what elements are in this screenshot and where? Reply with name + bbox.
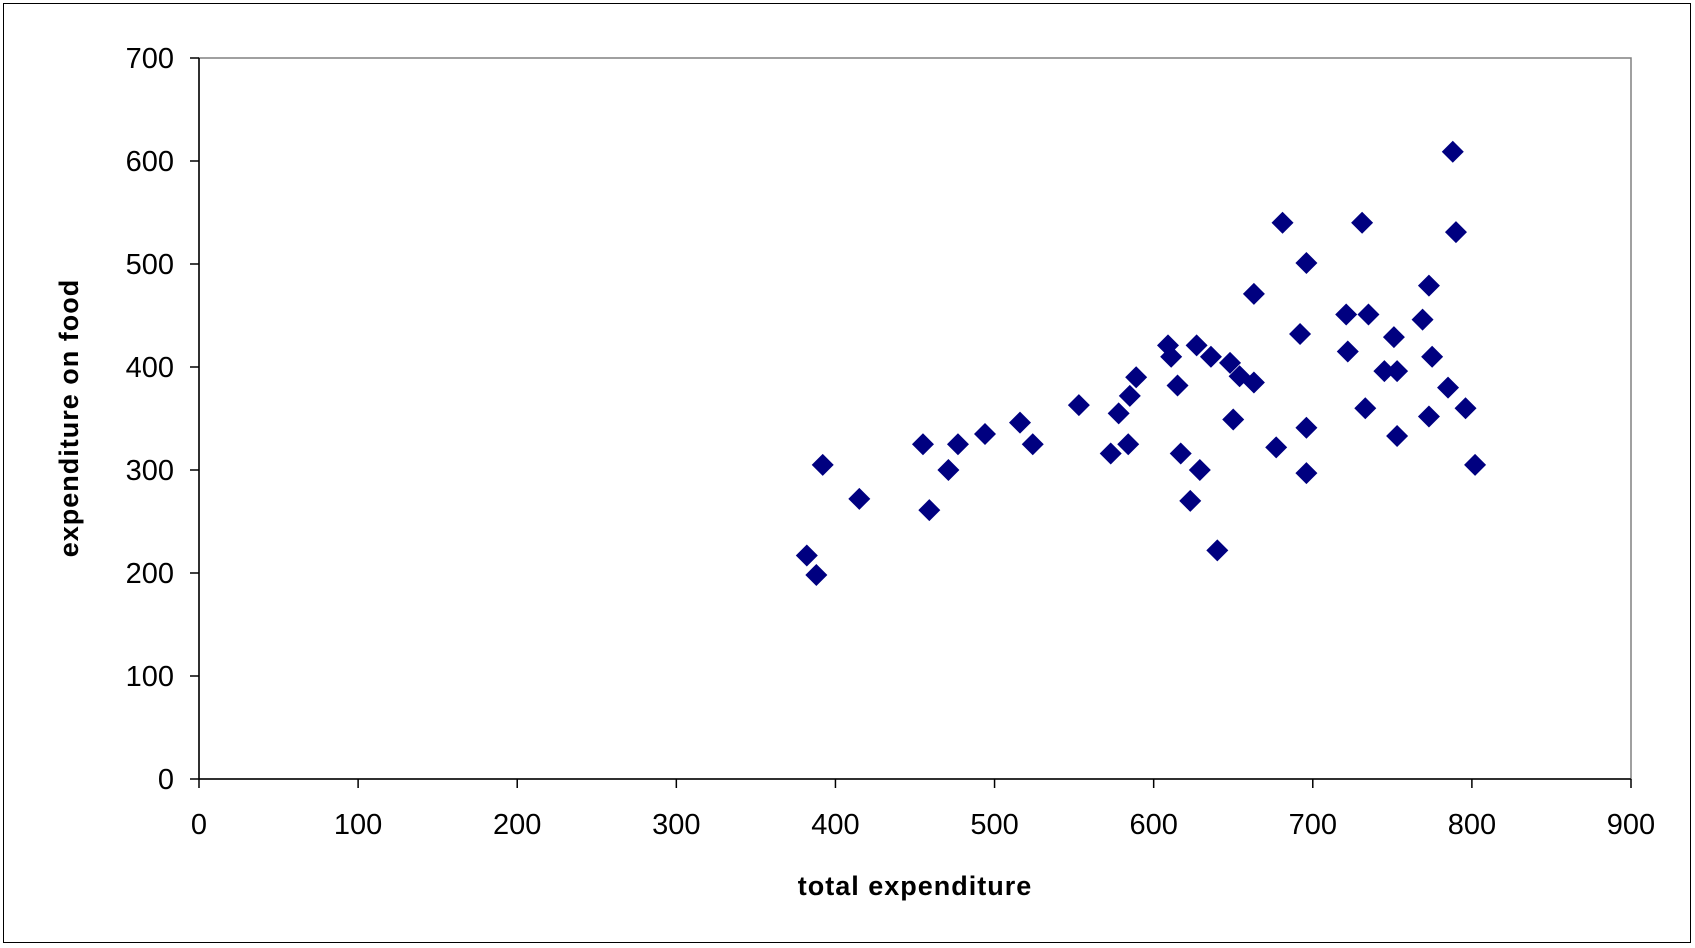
y-tick-label: 0 bbox=[158, 764, 174, 796]
data-point bbox=[1386, 425, 1409, 448]
x-tick-label: 0 bbox=[191, 809, 207, 841]
data-point bbox=[1295, 462, 1318, 485]
y-axis-ticks: 0 100 200 300 400 500 600 700 bbox=[126, 43, 199, 796]
data-point bbox=[946, 433, 969, 456]
data-point bbox=[1373, 360, 1396, 383]
x-tick-label: 900 bbox=[1607, 809, 1655, 841]
plot-area bbox=[198, 57, 1632, 780]
chart-frame bbox=[3, 3, 1691, 943]
data-point bbox=[1117, 433, 1140, 456]
x-tick-label: 100 bbox=[334, 809, 382, 841]
y-tick-label: 600 bbox=[126, 146, 174, 178]
data-point bbox=[1295, 416, 1318, 439]
data-point bbox=[805, 564, 828, 587]
y-tick-label: 700 bbox=[126, 43, 174, 75]
x-axis-title: total expenditure bbox=[798, 871, 1033, 901]
data-point bbox=[1354, 397, 1377, 420]
data-point bbox=[1295, 251, 1318, 274]
x-tick-label: 500 bbox=[970, 809, 1018, 841]
x-tick-label: 800 bbox=[1448, 809, 1496, 841]
data-point bbox=[1417, 405, 1440, 428]
data-point bbox=[1166, 374, 1189, 397]
data-point bbox=[1067, 394, 1090, 417]
y-tick-label: 300 bbox=[126, 455, 174, 487]
data-point bbox=[1160, 345, 1183, 368]
x-tick-label: 400 bbox=[811, 809, 859, 841]
x-axis-ticks: 0 100 200 300 400 500 600 700 800 900 bbox=[191, 779, 1655, 841]
data-point bbox=[1206, 539, 1229, 562]
data-point bbox=[1242, 282, 1265, 305]
data-point bbox=[1179, 489, 1202, 512]
data-point bbox=[1417, 274, 1440, 297]
data-point bbox=[1199, 345, 1222, 368]
data-point bbox=[1411, 308, 1434, 331]
data-point bbox=[1351, 211, 1374, 234]
y-axis-title: expenditure on food bbox=[54, 279, 84, 558]
data-point bbox=[1265, 436, 1288, 459]
data-point bbox=[1336, 340, 1359, 363]
data-point bbox=[1125, 366, 1148, 389]
data-point bbox=[911, 433, 934, 456]
data-point bbox=[1357, 303, 1380, 326]
data-point bbox=[1169, 442, 1192, 465]
y-tick-label: 100 bbox=[126, 661, 174, 693]
data-point bbox=[795, 544, 818, 567]
x-tick-label: 300 bbox=[652, 809, 700, 841]
data-point bbox=[1421, 345, 1444, 368]
y-tick-label: 500 bbox=[126, 249, 174, 281]
data-point bbox=[1188, 459, 1211, 481]
data-point bbox=[1118, 384, 1141, 407]
data-point bbox=[1271, 211, 1294, 234]
data-point bbox=[1289, 323, 1312, 346]
data-point bbox=[1185, 334, 1208, 357]
data-point bbox=[1009, 411, 1032, 434]
data-point bbox=[918, 499, 941, 522]
data-point bbox=[1444, 221, 1467, 244]
data-point bbox=[1107, 402, 1130, 425]
data-point bbox=[1382, 326, 1405, 349]
data-point bbox=[1219, 351, 1242, 374]
data-point bbox=[1242, 371, 1265, 394]
data-point bbox=[1335, 303, 1358, 326]
data-point bbox=[1222, 408, 1245, 431]
data-point bbox=[848, 487, 871, 510]
y-tick-label: 400 bbox=[126, 352, 174, 384]
data-point bbox=[1441, 140, 1464, 163]
data-point bbox=[1464, 453, 1487, 476]
data-point bbox=[1454, 397, 1477, 420]
data-points bbox=[795, 140, 1487, 587]
y-tick-label: 200 bbox=[126, 558, 174, 590]
data-point bbox=[1021, 433, 1044, 456]
x-tick-label: 600 bbox=[1129, 809, 1177, 841]
data-point bbox=[811, 453, 834, 476]
data-point bbox=[937, 459, 960, 481]
data-point bbox=[1386, 360, 1409, 383]
data-point bbox=[1437, 376, 1460, 399]
x-tick-label: 700 bbox=[1289, 809, 1337, 841]
x-tick-label: 200 bbox=[493, 809, 541, 841]
data-point bbox=[1099, 442, 1122, 465]
data-point bbox=[974, 422, 997, 445]
